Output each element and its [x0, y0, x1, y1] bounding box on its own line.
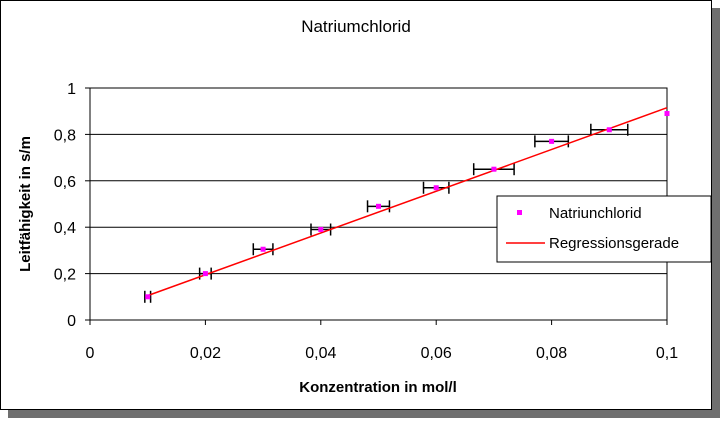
data-point — [318, 227, 324, 233]
x-tick-label: 0,06 — [421, 345, 452, 362]
data-point — [606, 127, 612, 133]
y-axis-label: Leitfähigkeit in s/m — [17, 136, 34, 272]
y-tick-label: 0,2 — [54, 267, 76, 284]
y-tick-label: 1 — [67, 81, 76, 98]
data-points — [145, 111, 670, 300]
y-tick-label: 0,6 — [54, 174, 76, 191]
error-bars — [144, 123, 629, 303]
chart-title: Natriumchlorid — [301, 17, 411, 36]
data-point — [433, 185, 439, 191]
legend-box — [496, 195, 712, 263]
x-tick-label: 0,08 — [536, 345, 567, 362]
legend-label-points: Natriunchlorid — [549, 205, 642, 222]
data-point — [202, 271, 208, 277]
legend-label-line: Regressionsgerade — [549, 235, 679, 252]
data-point — [376, 203, 381, 209]
data-point — [491, 166, 497, 172]
x-axis-label: Konzentration in mol/l — [299, 379, 457, 396]
regression-line — [147, 107, 668, 297]
y-tick-label: 0,8 — [54, 127, 76, 144]
x-tick-label: 0,02 — [190, 345, 221, 362]
data-point — [145, 294, 151, 300]
regression-line-path — [147, 107, 668, 297]
x-tick-label: 0 — [86, 345, 95, 362]
legend-marker-points — [517, 210, 522, 215]
data-point — [549, 138, 555, 144]
y-tick-label: 0,4 — [54, 220, 76, 237]
legend: Natriunchlorid Regressionsgerade — [496, 195, 712, 263]
data-point — [664, 111, 670, 117]
y-tick-label: 0 — [67, 313, 76, 330]
x-tick-label: 0,1 — [656, 345, 678, 362]
x-tick-label: 0,04 — [305, 345, 336, 362]
x-axis-ticks: 0 0,02 0,04 0,06 0,08 0,1 — [86, 320, 678, 362]
data-point — [260, 246, 266, 252]
y-axis-ticks: 0 0,2 0,4 0,6 0,8 1 — [54, 81, 90, 330]
